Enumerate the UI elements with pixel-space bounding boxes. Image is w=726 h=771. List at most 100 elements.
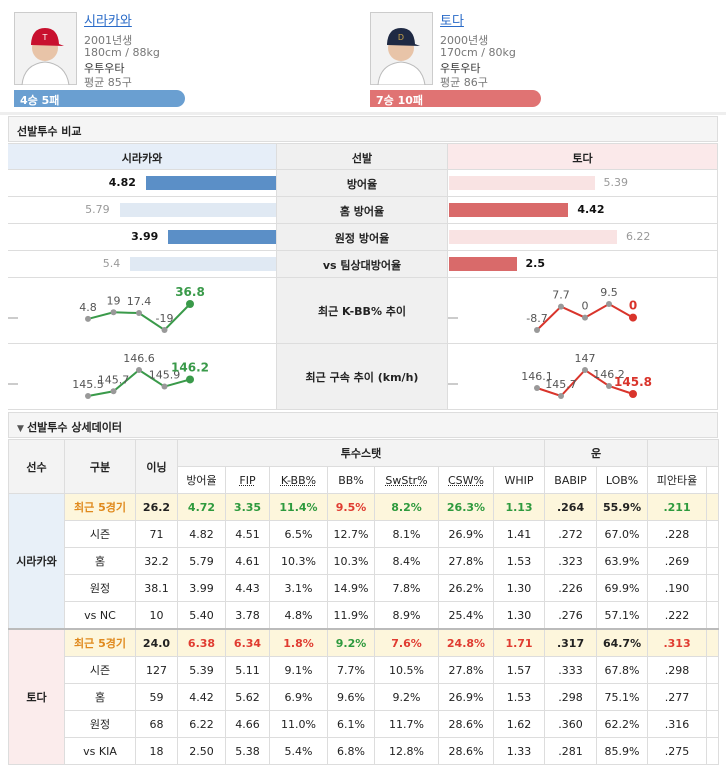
data-cell: .226 <box>544 574 598 602</box>
compare-cell: 5.4 <box>8 251 277 278</box>
header-cell: BB% <box>327 466 375 494</box>
trend-point <box>534 327 540 333</box>
trend-point <box>606 383 612 389</box>
player-born: 2000년생 <box>440 34 489 47</box>
header-cell: 구분 <box>64 439 136 494</box>
data-cell: 5.39 <box>177 656 226 684</box>
data-cell: 1.41 <box>492 520 546 548</box>
data-cell: 26.9% <box>438 520 494 548</box>
data-cell: 68 <box>135 710 178 738</box>
data-cell: 1.57 <box>492 656 546 684</box>
data-cell: 127 <box>135 656 178 684</box>
data-row: 홈 32.2 5.79 4.61 10.3% 10.3% 8.4% 27.8% 1.53.323… <box>9 547 720 575</box>
data-cell: 11.4% <box>269 493 328 521</box>
data-cell: 85.9% <box>596 737 649 765</box>
player-body: 170cm / 80kg <box>440 46 516 59</box>
trend-point <box>558 303 564 310</box>
data-cell: 6.5% <box>269 520 328 548</box>
data-cell: 5.4% <box>269 737 328 765</box>
compare-header: 선발 <box>277 143 448 170</box>
player-name[interactable]: 토다 <box>440 14 464 29</box>
compare-label: 방어율 <box>277 170 448 197</box>
data-cell: 3.99 <box>177 574 226 602</box>
data-cell: 7.8% <box>374 574 439 602</box>
compare-bar <box>449 176 595 190</box>
header-text[interactable]: K-BB% <box>280 473 317 487</box>
svg-text:D: D <box>398 33 404 42</box>
compare-cell: 5.39 <box>448 170 718 197</box>
compare-value: 3.99 <box>131 230 159 243</box>
player-body: 180cm / 88kg <box>84 46 160 59</box>
data-cell: 64.7% <box>596 628 649 657</box>
data-cell: 11.0% <box>269 710 328 738</box>
data-cell: 12.8% <box>374 737 439 765</box>
compare-label: 원정 방어율 <box>277 224 448 251</box>
header-text[interactable]: SwStr% <box>385 473 428 487</box>
header-cell: 선수 <box>8 439 65 494</box>
header-cell: CSW% <box>438 466 494 494</box>
header-text: WHIP <box>504 473 534 487</box>
mini-chart-cell: 4.8 19 17.4 -19 36.8 <box>8 278 277 344</box>
header-cell: 이닝 <box>135 439 178 494</box>
trend-point <box>186 375 194 384</box>
mini-chart-cell: -8.7 7.7 0 9.5 0 <box>448 278 718 344</box>
data-cell: 59 <box>135 683 178 711</box>
player-photo: T <box>14 12 77 85</box>
data-cell: .333 <box>544 656 598 684</box>
trend-point <box>606 301 612 307</box>
data-cell: .272 <box>544 520 598 548</box>
data-cell: .317 <box>544 628 598 657</box>
chart-label: 최근 구속 추이 (km/h) <box>277 344 448 410</box>
header-text[interactable]: CSW% <box>448 473 484 487</box>
data-row: 홈 59 4.42 5.62 6.9% 9.6% 9.2% 26.9% 1.53.298 75.1… <box>9 683 720 711</box>
trend-label: 147 <box>575 352 596 365</box>
toggle-icon: ▼ <box>17 424 28 434</box>
data-cell: 시즌 <box>64 520 136 548</box>
compare-value: 6.22 <box>625 230 651 243</box>
data-cell: 6.1% <box>327 710 375 738</box>
header-cell: FIP <box>225 466 270 494</box>
trend-label: 146.1 <box>521 370 553 383</box>
section-title[interactable]: ▼ 선발투수 상세데이터 <box>8 412 718 438</box>
data-cell: 10.3% <box>269 547 328 575</box>
trend-point <box>629 313 637 322</box>
data-cell: 1.33 <box>492 737 546 765</box>
header-text: LOB% <box>605 473 639 487</box>
header-cell: LOB% <box>596 466 649 494</box>
data-cell: 18 <box>135 737 178 765</box>
data-cell: vs KIA <box>64 737 136 765</box>
data-cell: 1.53 <box>492 547 546 575</box>
data-cell: 1.62 <box>492 710 546 738</box>
data-cell: 홈 <box>64 683 136 711</box>
header-group: 투수스탯 <box>176 439 546 467</box>
data-cell: 4.43 <box>225 574 270 602</box>
player-hand: 우투우타 <box>84 62 125 75</box>
data-cell <box>706 520 720 548</box>
trend-point <box>582 367 588 373</box>
trend-point <box>110 388 117 395</box>
data-cell: 4.42 <box>177 683 226 711</box>
data-cell: 5.38 <box>225 737 270 765</box>
data-cell: 27.8% <box>438 656 494 684</box>
data-cell: 8.2% <box>374 493 439 521</box>
header-text[interactable]: FIP <box>239 473 256 487</box>
data-row: 원정 68 6.22 4.66 11.0% 6.1% 11.7% 28.6% 1.62.360 6… <box>9 710 720 738</box>
data-cell <box>706 710 720 738</box>
compare-bar <box>449 257 517 271</box>
trend-point <box>558 393 564 399</box>
player-name[interactable]: 시라카와 <box>84 14 132 29</box>
trend-point <box>85 393 91 399</box>
player-cell: 시라카와 <box>8 493 65 630</box>
header-text: BABIP <box>554 473 587 487</box>
compare-value: 4.82 <box>108 176 136 189</box>
data-cell: 28.6% <box>438 737 494 765</box>
player-born: 2001년생 <box>84 34 133 47</box>
data-cell: .264 <box>544 493 598 521</box>
data-cell: .276 <box>544 601 598 630</box>
data-cell: 75.1% <box>596 683 649 711</box>
trend-label: 19 <box>107 294 121 307</box>
record-bar: 7승 10패 <box>370 90 541 107</box>
compare-bar <box>449 203 569 217</box>
trend-label: 146.2 <box>171 360 209 374</box>
